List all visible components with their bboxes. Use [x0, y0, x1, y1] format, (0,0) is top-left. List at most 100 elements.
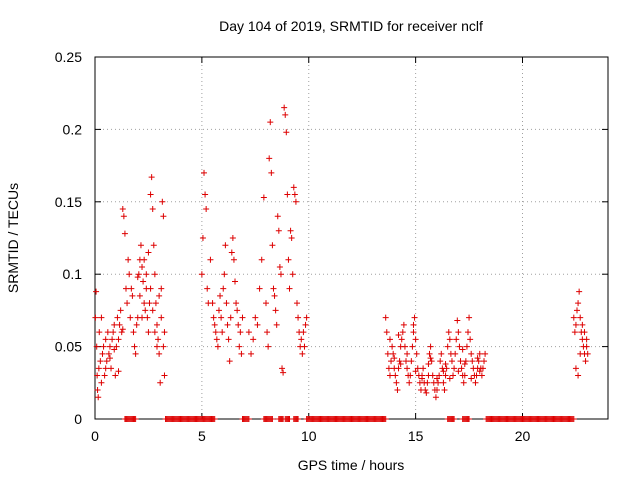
data-point — [410, 329, 417, 336]
data-point — [427, 355, 434, 362]
data-point — [198, 271, 205, 278]
data-point — [282, 111, 289, 118]
data-point — [400, 321, 407, 328]
data-point — [576, 288, 583, 295]
data-point — [577, 314, 584, 321]
data-point — [151, 271, 158, 278]
data-point — [225, 336, 232, 343]
data-point — [406, 379, 413, 386]
data-point — [412, 368, 419, 375]
data-point — [211, 321, 218, 328]
data-point — [99, 350, 106, 357]
data-point — [583, 336, 590, 343]
data-point — [434, 375, 440, 382]
data-point — [134, 274, 141, 281]
data-point — [254, 321, 261, 328]
data-point — [226, 358, 233, 365]
data-point — [572, 365, 579, 372]
data-point — [230, 256, 237, 263]
data-point — [139, 263, 146, 270]
data-point — [213, 336, 220, 343]
data-point — [264, 329, 271, 336]
x-tick-label: 5 — [198, 428, 206, 444]
data-point — [125, 256, 132, 263]
data-point — [227, 314, 234, 321]
data-point — [410, 321, 417, 328]
data-point — [407, 372, 414, 379]
data-point — [202, 191, 209, 198]
x-tick-label: 20 — [515, 428, 531, 444]
data-point — [446, 375, 453, 382]
y-tick-label: 0.1 — [63, 266, 83, 282]
data-point — [224, 321, 231, 328]
data-point — [160, 343, 167, 350]
y-tick-label: 0.05 — [55, 339, 82, 355]
grid-lines — [95, 57, 608, 419]
data-point — [382, 314, 389, 321]
data-point — [393, 379, 400, 386]
data-point — [272, 307, 279, 314]
data-point — [432, 394, 439, 401]
data-point — [214, 343, 221, 350]
data-point — [481, 358, 488, 365]
data-point — [289, 271, 296, 278]
data-point — [468, 350, 475, 357]
data-points — [92, 104, 591, 422]
data-point — [158, 285, 165, 292]
data-point — [391, 355, 398, 362]
data-point — [577, 350, 584, 357]
data-point — [388, 358, 395, 365]
data-point — [428, 358, 435, 365]
data-point — [409, 343, 416, 350]
data-point — [441, 387, 448, 394]
data-point — [302, 321, 309, 328]
data-point — [267, 119, 274, 126]
data-point — [258, 256, 265, 263]
data-point — [276, 263, 283, 270]
data-point — [118, 329, 125, 336]
data-point — [234, 307, 241, 314]
axis-ticks: 0 0.05 0.1 0.15 0.2 0.25 0 5 10 15 20 — [55, 49, 608, 444]
data-point — [111, 346, 118, 353]
data-point — [210, 314, 217, 321]
data-point — [245, 329, 252, 336]
data-point — [382, 416, 389, 422]
data-point — [199, 235, 206, 241]
data-point — [583, 343, 590, 350]
data-point — [398, 336, 405, 343]
data-point — [238, 350, 245, 357]
data-point — [228, 249, 235, 256]
data-point — [151, 329, 158, 336]
data-point — [475, 358, 482, 365]
data-point — [128, 285, 135, 292]
data-point — [239, 314, 246, 321]
data-point — [135, 271, 142, 278]
data-point — [149, 206, 156, 213]
y-tick-label: 0.15 — [55, 194, 82, 210]
data-point — [455, 329, 462, 336]
data-point — [287, 227, 294, 234]
data-point — [295, 416, 302, 422]
data-point — [292, 198, 299, 205]
data-point — [137, 242, 144, 249]
data-point — [582, 358, 589, 365]
data-point — [461, 360, 468, 367]
data-point — [452, 350, 459, 357]
data-point — [284, 191, 291, 198]
data-point — [454, 317, 461, 324]
data-point — [110, 329, 117, 336]
y-axis-label: SRMTID / TECUs — [5, 183, 21, 293]
y-tick-label: 0.2 — [63, 121, 83, 137]
data-point — [106, 343, 113, 350]
data-point — [301, 343, 308, 350]
data-point — [581, 329, 588, 336]
data-point — [451, 416, 458, 422]
data-point — [201, 169, 208, 176]
data-point — [217, 292, 224, 299]
data-point — [223, 300, 230, 307]
data-point — [438, 350, 445, 357]
data-point — [478, 372, 485, 379]
data-point — [221, 271, 228, 278]
data-point — [404, 365, 411, 372]
